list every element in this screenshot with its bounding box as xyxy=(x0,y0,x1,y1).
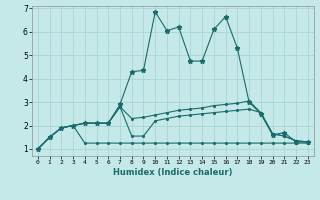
X-axis label: Humidex (Indice chaleur): Humidex (Indice chaleur) xyxy=(113,168,233,177)
